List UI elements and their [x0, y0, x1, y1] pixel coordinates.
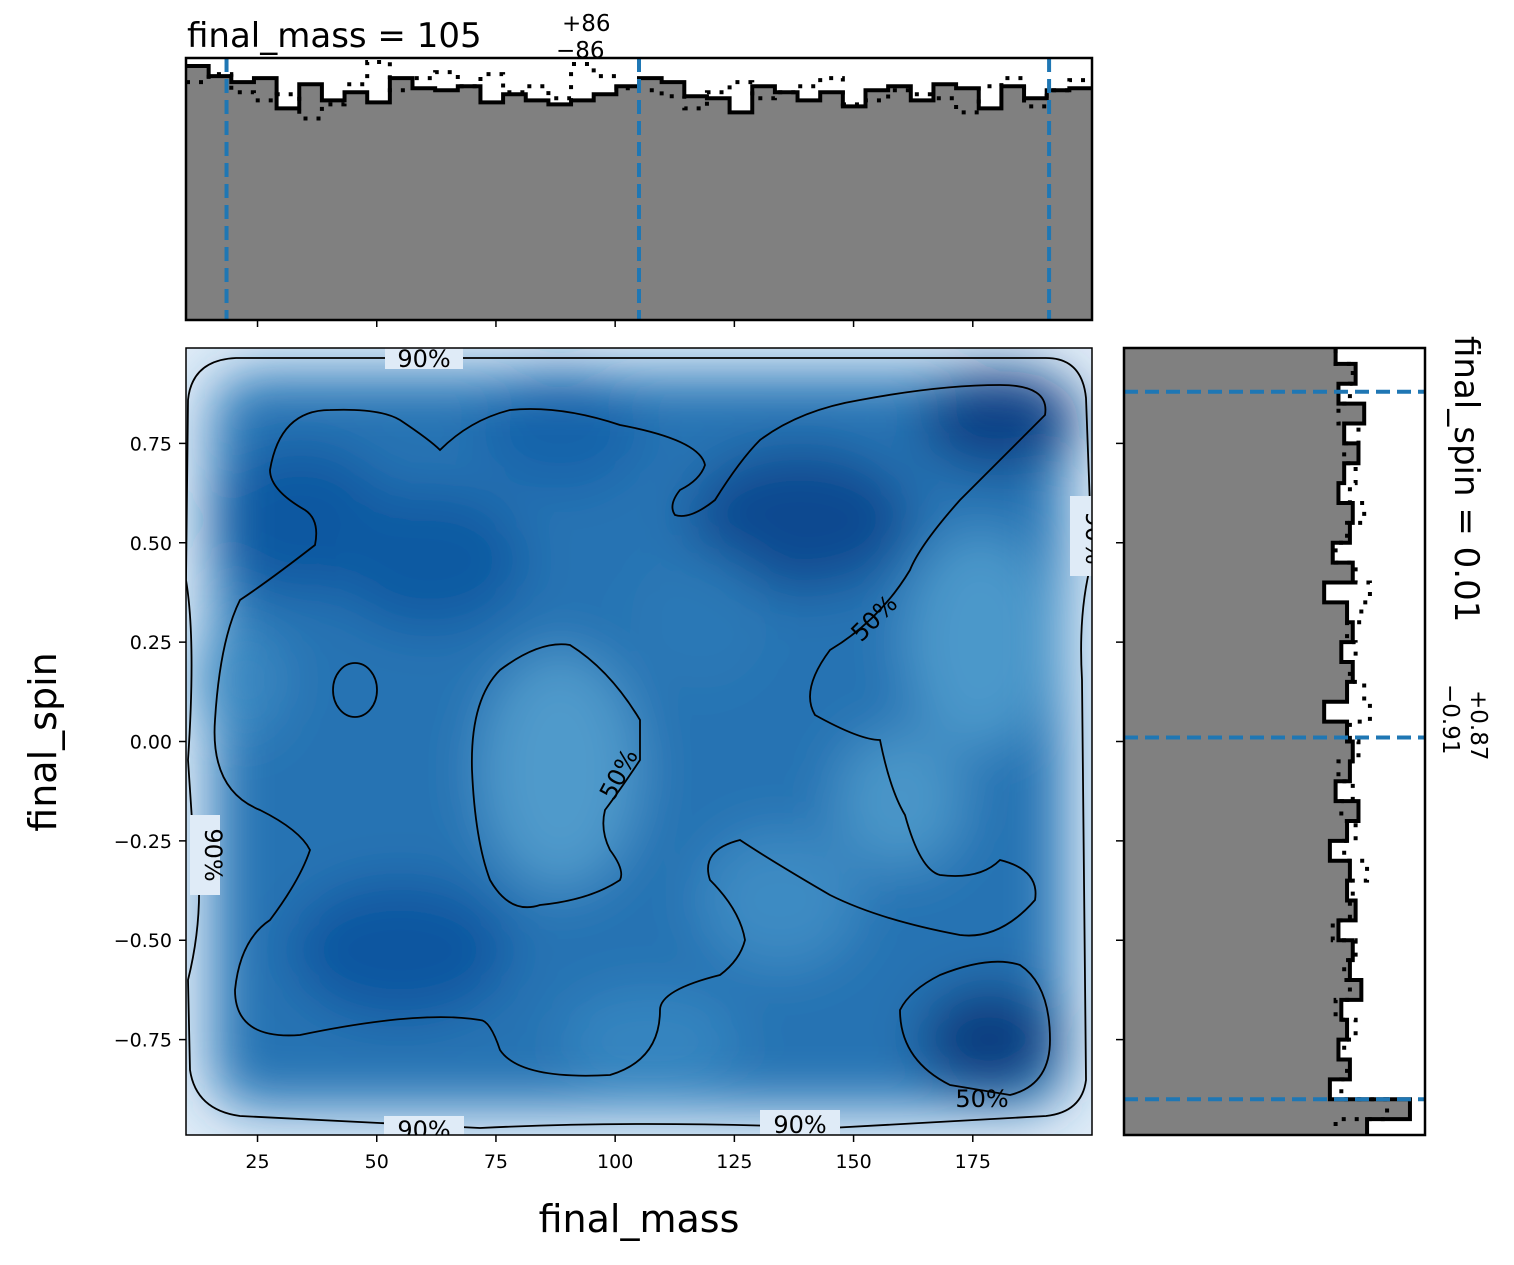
y-tick-label-6: −0.75 — [114, 1030, 172, 1052]
contour-label-90-left: 90% — [199, 828, 227, 881]
main-density-panel: 90% 90% 90% 90% 90% 50% 50% 50% 25 50 75 10… — [21, 345, 1108, 1241]
contour-50-center — [471, 643, 641, 909]
top-panel-frame — [184, 56, 1094, 322]
top-title-prefix: final_mass = 105 — [187, 16, 482, 56]
right-title: final_spin = 0.01 +0.87 −0.91 — [1437, 336, 1491, 760]
contour-50-bottom-right — [899, 960, 1051, 1096]
right-histogram-dotted — [1330, 348, 1390, 1135]
contour-label-90-top: 90% — [397, 345, 450, 373]
right-histogram-solid — [1322, 348, 1412, 1135]
heatmap-density — [195, 370, 1080, 1109]
x-tick-label-6: 175 — [955, 1151, 991, 1173]
y-axis-label: final_spin — [21, 652, 65, 831]
contour-label-90-bottom-right: 90% — [773, 1111, 826, 1139]
x-tick-label-0: 25 — [245, 1151, 269, 1173]
top-marginal-panel: final_mass = 105 +86 −86 — [184, 11, 1094, 327]
x-tick-label-5: 150 — [835, 1151, 871, 1173]
contour-label-90-bottom-left: 90% — [397, 1116, 450, 1144]
contour-label-50-lower-right: 50% — [955, 1085, 1008, 1113]
y-tick-label-2: 0.25 — [130, 632, 172, 654]
right-marginal-panel: final_spin = 0.01 +0.87 −0.91 — [1116, 336, 1491, 1137]
right-title-plus: +0.87 — [1465, 690, 1491, 760]
contour-90-outer — [186, 357, 1092, 1129]
y-tick-label-3: 0.00 — [130, 732, 172, 754]
top-title-plus: +86 — [562, 11, 611, 37]
right-title-prefix: final_spin = 0.01 — [1446, 336, 1486, 622]
right-title-minus: −0.91 — [1437, 684, 1463, 754]
contour-lines — [186, 357, 1092, 1129]
top-title-minus: −86 — [556, 38, 605, 64]
contour-label-90-right: 90% — [1080, 511, 1108, 564]
contour-50-large — [213, 384, 1047, 1077]
x-tick-label-1: 50 — [365, 1151, 389, 1173]
y-tick-label-1: 0.50 — [130, 533, 172, 555]
x-tick-label-4: 125 — [716, 1151, 752, 1173]
top-title: final_mass = 105 — [187, 16, 482, 56]
contour-50-small — [332, 662, 378, 718]
y-tick-label-0: 0.75 — [130, 433, 172, 455]
y-tick-label-4: −0.25 — [114, 831, 172, 853]
x-tick-label-2: 75 — [484, 1151, 508, 1173]
y-tick-label-5: −0.50 — [114, 930, 172, 952]
x-axis-label: final_mass — [539, 1197, 740, 1241]
x-tick-label-3: 100 — [597, 1151, 633, 1173]
